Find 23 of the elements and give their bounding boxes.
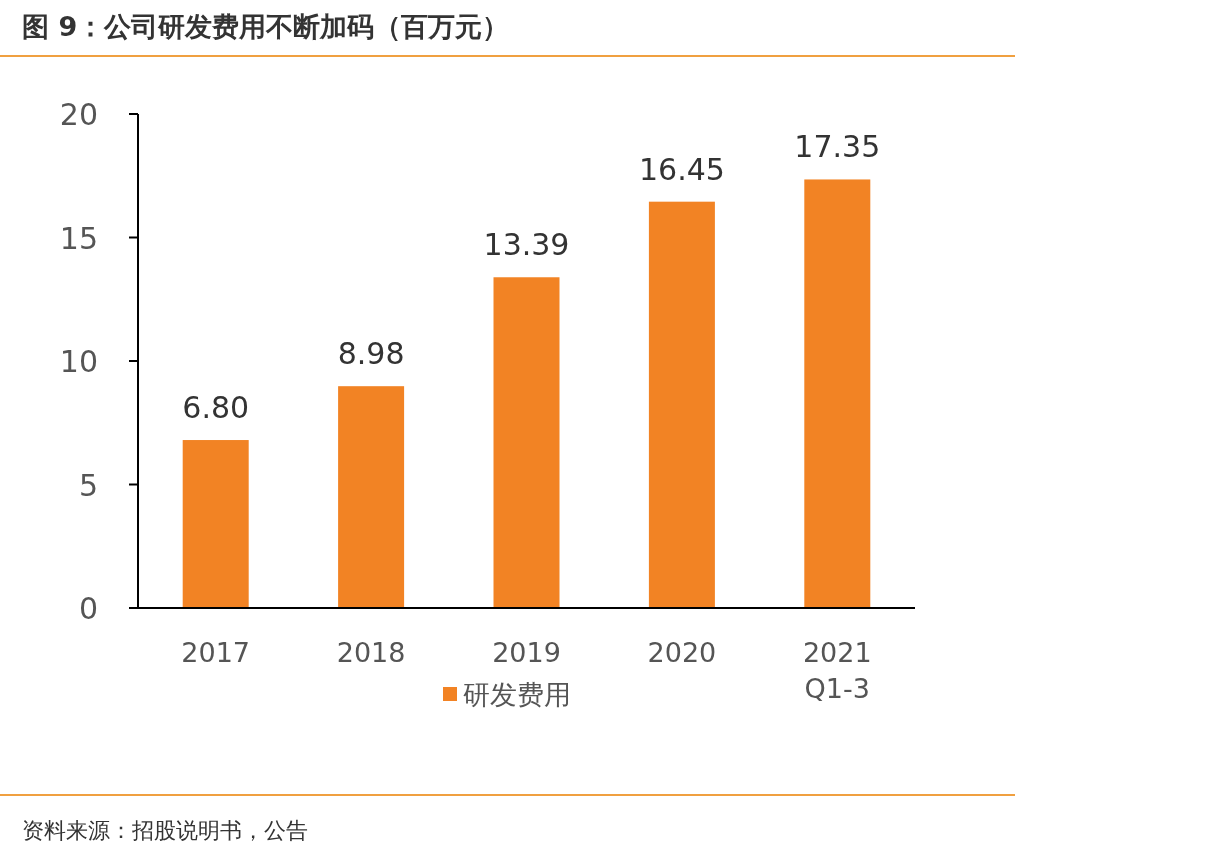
bar — [182, 440, 249, 608]
bar — [804, 179, 871, 608]
y-tick-label: 5 — [78, 467, 98, 503]
x-tick-label: 2018 — [336, 637, 406, 668]
data-label: 16.45 — [638, 151, 725, 187]
y-tick-label: 15 — [59, 220, 98, 256]
x-tick-label: 2019 — [492, 637, 561, 668]
bar — [338, 386, 405, 608]
x-tick-label: 2021 Q1-3 — [802, 637, 872, 704]
bar — [493, 277, 560, 608]
data-label: 8.98 — [337, 336, 405, 372]
chart-title: 图 9：公司研发费用不断加码（百万元） — [22, 11, 510, 42]
text: 资料来源：招股说明书，公告 — [22, 818, 308, 843]
data-label: 6.80 — [182, 390, 250, 426]
bar — [648, 201, 715, 608]
data-label: 17.35 — [794, 129, 881, 165]
y-tick-label: 20 — [59, 97, 98, 132]
y-tick-label: 10 — [59, 344, 98, 379]
legend-label: 研发费用 — [463, 679, 571, 710]
x-tick-label: 2020 — [647, 637, 717, 668]
x-tick-label: 2017 — [181, 637, 251, 668]
y-tick-label: 0 — [78, 591, 98, 626]
data-label: 13.39 — [483, 227, 570, 263]
